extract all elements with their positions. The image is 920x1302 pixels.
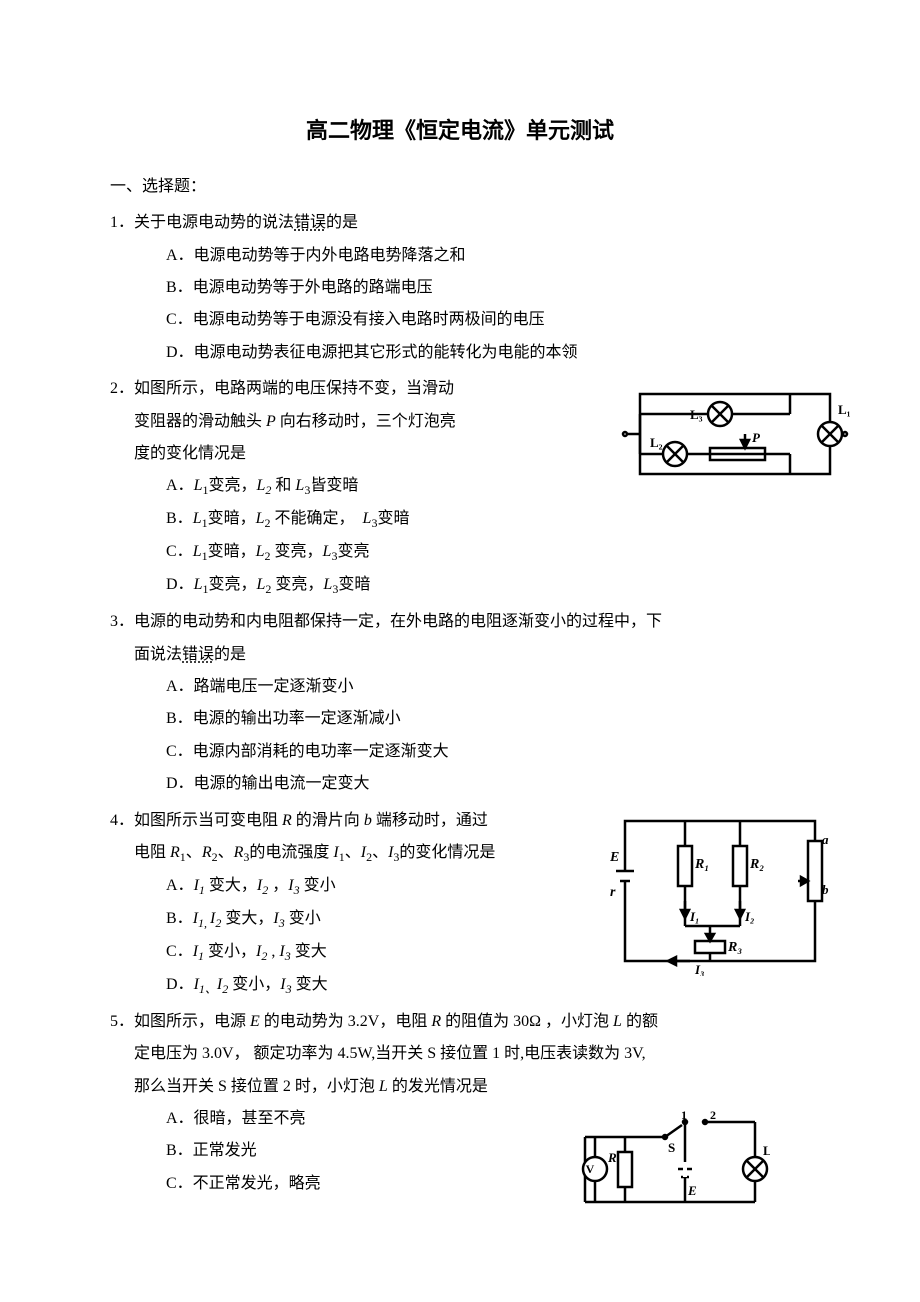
q2-option-c: C．L1变暗，L2 变亮，L3变亮 — [166, 537, 810, 568]
q1-option-d: D．电源电动势表征电源把其它形式的能转化为电能的本领 — [166, 338, 810, 368]
q4-figure: E r R₁ R₂ R₃ I₁ I₂ I₃ a b — [610, 806, 830, 976]
q1-stem-pre: 1．关于电源电动势的说法 — [110, 214, 294, 231]
svg-text:r: r — [610, 885, 616, 900]
question-3: 3．电源的电动势和内电阻都保持一定，在外电路的电阻逐渐变小的过程中，下 面说法错… — [110, 607, 810, 799]
svg-text:E: E — [687, 1183, 697, 1198]
q5-stem-2: 定电压为 3.0V， 额定功率为 4.5W,当开关 S 接位置 1 时,电压表读… — [110, 1039, 810, 1069]
q1-option-b: B．电源电动势等于外电路的路端电压 — [166, 273, 810, 303]
svg-text:I₃: I₃ — [694, 962, 705, 976]
q3-option-b: B．电源的输出功率一定逐渐减小 — [166, 704, 810, 734]
svg-text:L₁: L₁ — [838, 402, 850, 417]
q2-stem-1: 2．如图所示，电路两端的电压保持不变，当滑动 — [110, 374, 650, 404]
question-5: V R E S L 1 2 5．如图所示，电源 E 的电动势为 3.2V，电阻 … — [110, 1007, 810, 1199]
q2-figure: L₃ L₂ L₁ P — [620, 384, 850, 494]
q2-stem-3: 度的变化情况是 — [110, 439, 650, 469]
question-2: L₃ L₂ L₁ P 2．如图所示，电路两端的电压保持不变，当滑动 变阻器的滑动… — [110, 374, 810, 601]
svg-text:2: 2 — [710, 1108, 716, 1122]
q2-stem-2: 变阻器的滑动触头 P 向右移动时，三个灯泡亮 — [110, 407, 650, 437]
svg-text:V: V — [586, 1162, 595, 1176]
q3-option-c: C．电源内部消耗的电功率一定逐渐变大 — [166, 737, 810, 767]
q5-stem-1: 5．如图所示，电源 E 的电动势为 3.2V，电阻 R 的阻值为 30Ω ，小灯… — [110, 1007, 810, 1037]
svg-text:1: 1 — [681, 1108, 687, 1122]
page-title: 高二物理《恒定电流》单元测试 — [110, 110, 810, 152]
question-4: E r R₁ R₂ R₃ I₁ I₂ I₃ a b 4．如图所示当可变电阻 R … — [110, 806, 810, 1001]
q1-option-c: C．电源电动势等于电源没有接入电路时两极间的电压 — [166, 305, 810, 335]
svg-text:R₁: R₁ — [694, 857, 709, 872]
svg-text:S: S — [668, 1140, 675, 1155]
q4-stem-2: 电阻 R1、R2、R3的电流强度 I1、I2、I3的变化情况是 — [110, 838, 650, 869]
q2-option-b: B．L1变暗，L2 不能确定， L3变暗 — [166, 504, 810, 535]
q3-stem-2: 面说法错误的是 — [110, 640, 810, 670]
q4-stem-1: 4．如图所示当可变电阻 R 的滑片向 b 端移动时，通过 — [110, 806, 650, 836]
q1-stem-post: 的是 — [326, 214, 358, 231]
svg-text:L: L — [763, 1143, 770, 1158]
q3-stem-1: 3．电源的电动势和内电阻都保持一定，在外电路的电阻逐渐变小的过程中，下 — [110, 607, 810, 637]
q1-stem: 1．关于电源电动势的说法错误的是 — [110, 208, 810, 238]
q3-option-d: D．电源的输出电流一定变大 — [166, 769, 810, 799]
q5-figure: V R E S L 1 2 — [570, 1107, 770, 1217]
svg-text:E: E — [610, 850, 619, 865]
q3-option-a: A．路端电压一定逐渐变小 — [166, 672, 810, 702]
question-1: 1．关于电源电动势的说法错误的是 A．电源电动势等于内外电路电势降落之和 B．电… — [110, 208, 810, 368]
svg-text:R₂: R₂ — [749, 857, 764, 872]
q5-stem-3: 那么当开关 S 接位置 2 时，小灯泡 L 的发光情况是 — [110, 1072, 810, 1102]
q2-option-d: D．L1变亮，L2 变亮，L3变暗 — [166, 570, 810, 601]
svg-text:R₃: R₃ — [727, 940, 742, 955]
svg-text:I₂: I₂ — [744, 909, 755, 924]
svg-text:P: P — [752, 430, 761, 445]
svg-text:L₃: L₃ — [690, 407, 703, 422]
svg-text:L₂: L₂ — [650, 435, 663, 450]
q1-option-a: A．电源电动势等于内外电路电势降落之和 — [166, 241, 810, 271]
section-heading: 一、选择题： — [110, 172, 810, 202]
svg-text:b: b — [822, 882, 829, 897]
svg-text:a: a — [822, 832, 829, 847]
svg-text:R: R — [607, 1150, 617, 1165]
svg-text:I₁: I₁ — [689, 909, 700, 924]
q1-stem-err: 错误 — [294, 214, 326, 231]
